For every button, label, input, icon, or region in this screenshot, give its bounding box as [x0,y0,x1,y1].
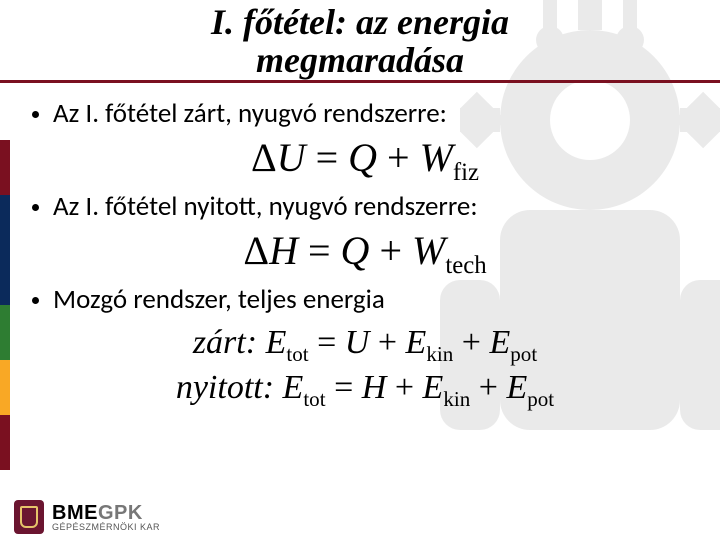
bullet-dot-icon [32,204,39,211]
equation-closed-system: ΔU = Q + Wfiz [28,136,702,186]
university-crest-icon [14,500,44,534]
bullet-3-text: Mozgó rendszer, teljes energia [53,283,385,316]
title-line-2: megmaradása [256,40,464,80]
bullet-2-text: Az I. főtétel nyitott, nyugvó rendszerre… [53,190,478,223]
bullet-dot-icon [32,111,39,118]
title-line-1: I. főtétel: az energia [211,2,509,42]
equation-open-system: ΔH = Q + Wtech [28,229,702,279]
faculty-name: GÉPÉSZMÉRNÖKI KAR [52,523,160,532]
footer-text: BMEGPK GÉPÉSZMÉRNÖKI KAR [52,503,160,532]
brand-sub: GPK [98,502,143,524]
equation-total-energy-closed: zárt: Etot = U + Ekin + Epot [28,322,702,367]
slide-title: I. főtétel: az energia megmaradása [0,0,720,83]
slide-content: Az I. főtétel zárt, nyugvó rendszerre: Δ… [0,97,720,413]
bullet-1-text: Az I. főtétel zárt, nyugvó rendszerre: [53,97,447,130]
bullet-dot-icon [32,297,39,304]
equation-total-energy-open: nyitott: Etot = H + Ekin + Epot [28,367,702,412]
bullet-1: Az I. főtétel zárt, nyugvó rendszerre: [28,97,702,130]
bullet-3: Mozgó rendszer, teljes energia [28,283,702,316]
bullet-2: Az I. főtétel nyitott, nyugvó rendszerre… [28,190,702,223]
brand-main: BME [52,502,98,524]
footer-logo: BMEGPK GÉPÉSZMÉRNÖKI KAR [14,500,160,534]
